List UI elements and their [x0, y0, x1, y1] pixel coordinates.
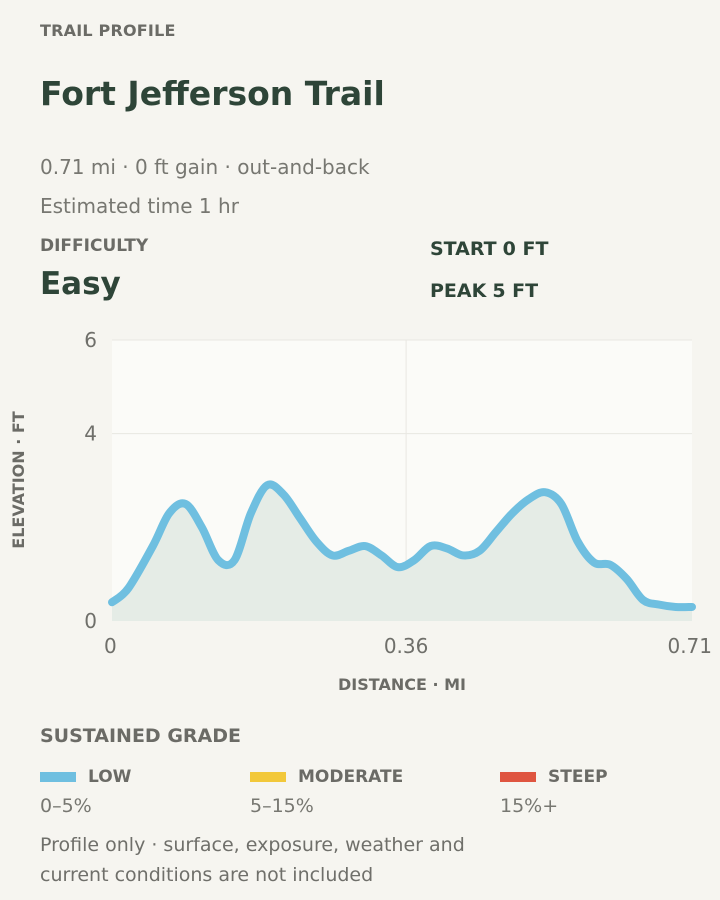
elevation-line: [108, 480, 696, 612]
profile-footnote: Profile only · surface, exposure, weathe…: [40, 834, 465, 886]
trail-title: Fort Jefferson Trail: [40, 74, 385, 113]
legend-swatch-steep: [500, 771, 536, 782]
peak-elevation: PEAK 5 FT: [430, 280, 544, 302]
estimated-time: Estimated time 1 hr: [40, 194, 239, 218]
x-tick-label: 0: [104, 634, 117, 658]
x-tick-label: 0.71: [667, 634, 712, 658]
y-tick-label: 0: [84, 609, 97, 633]
x-axis-label: DISTANCE · MI: [338, 675, 466, 694]
legend-item-low: LOW 0–5%: [40, 766, 131, 817]
start-value: 0 FT: [502, 238, 549, 260]
legend-item-moderate: MODERATE 5–15%: [250, 766, 403, 817]
legend-range-steep: 15%+: [500, 794, 559, 817]
legend-swatch-low: [40, 771, 76, 782]
start-label: START: [430, 238, 497, 260]
difficulty-value: Easy: [40, 266, 121, 302]
legend-name-moderate: MODERATE: [298, 766, 404, 787]
start-elevation: START 0 FT: [430, 238, 554, 260]
trail-meta: 0.71 mi · 0 ft gain · out-and-back: [40, 155, 370, 179]
elevation-area: [112, 484, 692, 621]
peak-value: 5 FT: [492, 280, 539, 302]
y-axis-ticks: 0 4 6: [84, 328, 97, 633]
x-axis-ticks: 0 0.36 0.71: [104, 634, 712, 658]
difficulty-label: DIFFICULTY: [40, 236, 149, 256]
legend-name-low: LOW: [88, 766, 132, 787]
legend-range-low: 0–5%: [40, 794, 92, 817]
legend-item-steep: STEEP 15%+: [500, 766, 608, 817]
legend-name-steep: STEEP: [548, 766, 608, 787]
y-axis-label: ELEVATION · FT: [9, 411, 28, 549]
x-tick-label: 0.36: [384, 634, 429, 658]
peak-label: PEAK: [430, 280, 487, 302]
page-eyebrow: TRAIL PROFILE: [40, 21, 176, 40]
y-tick-label: 6: [84, 328, 97, 352]
legend-swatch-moderate: [250, 771, 286, 782]
elevation-chart: 0 4 6 0 0.36 0.71 ELEVATION · FT DISTANCE · …: [9, 328, 712, 694]
grade-legend-title: SUSTAINED GRADE: [40, 725, 242, 747]
y-tick-label: 4: [84, 422, 97, 446]
legend-range-moderate: 5–15%: [250, 794, 314, 817]
